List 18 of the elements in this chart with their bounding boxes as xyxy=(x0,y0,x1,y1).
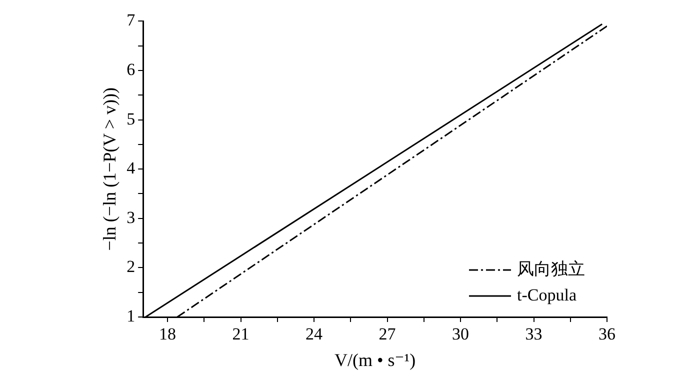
y-tick-label: 6 xyxy=(126,60,136,79)
y-tick-label: 3 xyxy=(126,208,136,227)
x-tick-label: 27 xyxy=(378,324,396,344)
x-axis-title: V/(m • s⁻¹) xyxy=(334,350,416,370)
y-tick-label: 4 xyxy=(126,158,136,178)
x-tick-label: 30 xyxy=(452,324,470,344)
y-tick-label: 2 xyxy=(126,257,136,276)
x-tick-label: 24 xyxy=(306,324,324,344)
x-tick-label: 33 xyxy=(525,324,542,344)
x-tick-label: 18 xyxy=(159,324,176,344)
legend-label: t-Copula xyxy=(517,285,577,304)
y-axis-title: −ln (−ln (1−P(V > v))) xyxy=(100,87,120,251)
y-tick-label: 7 xyxy=(126,10,136,30)
y-tick-label: 5 xyxy=(126,109,136,128)
x-tick-label: 21 xyxy=(232,324,250,344)
y-tick-label: 1 xyxy=(126,306,136,326)
x-tick-label: 36 xyxy=(598,324,616,344)
legend-label: 风向独立 xyxy=(517,259,585,278)
